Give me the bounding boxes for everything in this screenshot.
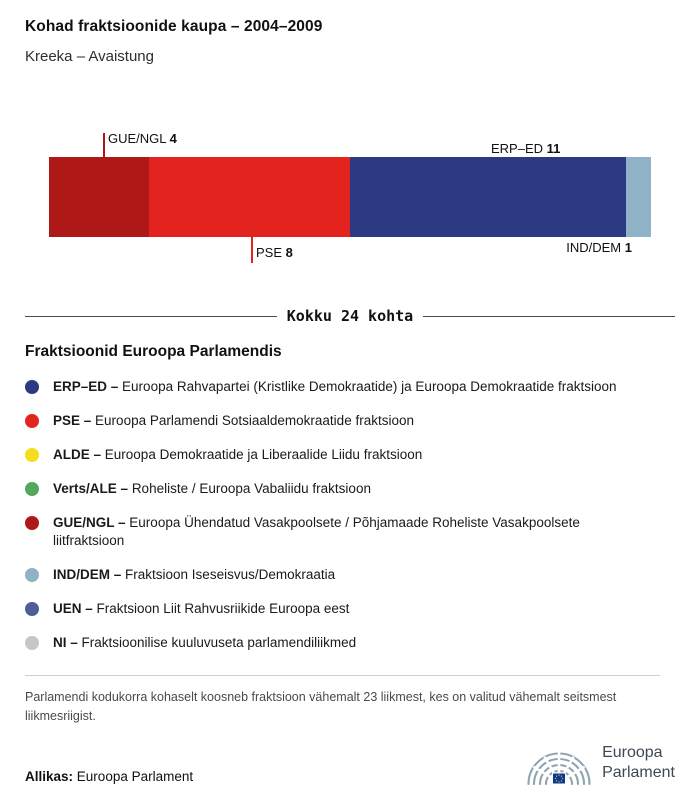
legend: Fraktsioonid Euroopa Parlamendis ERP–ED … bbox=[0, 325, 700, 653]
legend-item-text: IND/DEM – Fraktsioon Iseseisvus/Demokraa… bbox=[53, 566, 335, 585]
bar-callout-line-gue-ngl bbox=[103, 133, 105, 157]
legend-desc: Euroopa Rahvapartei (Kristlike Demokraat… bbox=[122, 379, 617, 394]
legend-item-pse: PSE – Euroopa Parlamendi Sotsiaaldemokra… bbox=[25, 412, 645, 431]
legend-item-ind-dem: IND/DEM – Fraktsioon Iseseisvus/Demokraa… bbox=[25, 566, 645, 585]
gue-ngl-color-dot-icon bbox=[25, 515, 39, 530]
legend-item-verts-ale: Verts/ALE – Roheliste / Euroopa Vabaliid… bbox=[25, 480, 645, 499]
legend-item-gue-ngl: GUE/NGL – Euroopa Ühendatud Vasakpoolset… bbox=[25, 514, 645, 552]
legend-item-alde: ALDE – Euroopa Demokraatide ja Liberaali… bbox=[25, 446, 645, 465]
legend-item-uen: UEN – Fraktsioon Liit Rahvusriikide Euro… bbox=[25, 600, 645, 619]
legend-abbr: PSE – bbox=[53, 412, 92, 428]
legend-heading: Fraktsioonid Euroopa Parlamendis bbox=[25, 343, 282, 360]
legend-desc: Fraktsioon Liit Rahvusriikide Euroopa ee… bbox=[96, 601, 350, 617]
legend-desc: Euroopa Parlamendi Sotsiaaldemokraatide … bbox=[95, 412, 414, 428]
bar-label-ind-dem-value: 1 bbox=[624, 240, 632, 255]
legend-abbr: IND/DEM – bbox=[53, 567, 122, 583]
divider-line-left bbox=[25, 315, 277, 317]
bar-label-gue-ngl: GUE/NGL 4 bbox=[108, 131, 177, 146]
bar-label-erp-ed-value: 11 bbox=[546, 141, 561, 156]
legend-item-text: NI – Fraktsioonilise kuuluvuseta parlame… bbox=[53, 634, 356, 653]
legend-abbr: GUE/NGL – bbox=[53, 514, 126, 530]
header: Kohad fraktsioonide kaupa – 2004–2009 Kr… bbox=[0, 0, 700, 65]
legend-desc: Fraktsioonilise kuuluvuseta parlamendili… bbox=[81, 635, 357, 651]
bar-label-erp-ed-name: ERP–ED bbox=[491, 141, 544, 156]
european-parliament-logo: Euroopa Parlament bbox=[526, 738, 675, 788]
legend-desc: Fraktsioon Iseseisvus/Demokraatia bbox=[125, 567, 336, 583]
bar-label-ind-dem: IND/DEM 1 bbox=[566, 240, 632, 255]
legend-item-text: ALDE – Euroopa Demokraatide ja Liberaali… bbox=[53, 446, 422, 465]
erp-ed-color-dot-icon bbox=[25, 380, 39, 394]
source-label: Allikas: bbox=[25, 769, 74, 784]
uen-color-dot-icon bbox=[25, 602, 39, 617]
bar-segment-ind-dem bbox=[625, 157, 651, 237]
divider-line-right bbox=[423, 315, 675, 317]
page-title: Kohad fraktsioonide kaupa – 2004–2009 bbox=[25, 18, 323, 35]
bar-label-gue-ngl-value: 4 bbox=[169, 131, 177, 146]
bar-segment-gue-ngl bbox=[49, 157, 150, 237]
legend-item-erp-ed: ERP–ED – Euroopa Rahvapartei (Kristlike … bbox=[25, 378, 645, 397]
bar-label-pse-name: PSE bbox=[256, 245, 283, 260]
legend-item-text: Verts/ALE – Roheliste / Euroopa Vabaliid… bbox=[53, 480, 371, 499]
total-seats-divider: Kokku 24 kohta bbox=[25, 307, 675, 325]
legend-item-ni: NI – Fraktsioonilise kuuluvuseta parlame… bbox=[25, 634, 645, 653]
legend-item-text: GUE/NGL – Euroopa Ühendatud Vasakpoolset… bbox=[53, 514, 645, 552]
legend-desc: Euroopa Ühendatud Vasakpoolsete / Põhjam… bbox=[53, 514, 580, 549]
legend-item-text: UEN – Fraktsioon Liit Rahvusriikide Euro… bbox=[53, 600, 349, 619]
total-seats-label: Kokku 24 kohta bbox=[286, 307, 414, 325]
bar-segment-pse bbox=[149, 157, 350, 237]
pse-color-dot-icon bbox=[25, 413, 39, 428]
legend-abbr: ALDE – bbox=[53, 446, 102, 462]
ep-logo-text-line2: Parlament bbox=[602, 764, 675, 781]
source-text: Euroopa Parlament bbox=[76, 769, 194, 784]
footnote: Parlamendi kodukorra kohaselt koosneb fr… bbox=[25, 675, 660, 727]
seats-bar bbox=[49, 157, 651, 237]
source-line: Allikas: Euroopa Parlament bbox=[25, 769, 193, 788]
bar-label-pse: PSE 8 bbox=[256, 245, 293, 260]
ind-dem-color-dot-icon bbox=[25, 568, 39, 583]
bar-label-pse-value: 8 bbox=[285, 245, 293, 260]
legend-abbr: Verts/ALE – bbox=[53, 480, 129, 496]
legend-item-text: PSE – Euroopa Parlamendi Sotsiaaldemokra… bbox=[53, 412, 414, 431]
verts-ale-color-dot-icon bbox=[25, 481, 39, 496]
bar-callout-line-pse bbox=[251, 237, 253, 263]
legend-abbr: NI – bbox=[53, 635, 78, 651]
ep-logo-text-line1: Euroopa bbox=[602, 744, 663, 761]
legend-desc: Euroopa Demokraatide ja Liberaalide Liid… bbox=[104, 446, 423, 462]
legend-abbr: ERP–ED – bbox=[53, 379, 119, 394]
stacked-bar-chart: GUE/NGL 4 ERP–ED 11 PSE 8 IND/DEM 1 bbox=[0, 65, 700, 297]
ni-color-dot-icon bbox=[25, 636, 39, 651]
footer: Allikas: Euroopa Parlament bbox=[25, 738, 675, 788]
ep-hemicycle-icon bbox=[527, 752, 591, 786]
legend-abbr: UEN – bbox=[53, 601, 93, 617]
bar-label-erp-ed: ERP–ED 11 bbox=[491, 141, 560, 156]
bar-segment-erp-ed bbox=[349, 157, 626, 237]
legend-item-text: ERP–ED – Euroopa Rahvapartei (Kristlike … bbox=[53, 378, 617, 397]
page-subtitle: Kreeka – Avaistung bbox=[25, 48, 154, 65]
alde-color-dot-icon bbox=[25, 447, 39, 462]
legend-desc: Roheliste / Euroopa Vabaliidu fraktsioon bbox=[131, 480, 371, 496]
bar-label-gue-ngl-name: GUE/NGL bbox=[108, 131, 167, 146]
bar-label-ind-dem-name: IND/DEM bbox=[566, 240, 622, 255]
ep-logo-text: Euroopa Parlament bbox=[602, 743, 675, 783]
